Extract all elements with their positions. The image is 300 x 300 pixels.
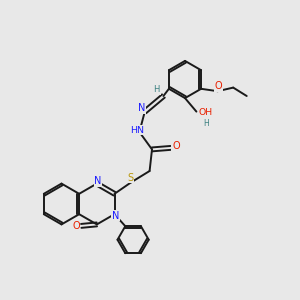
Text: S: S (127, 172, 134, 183)
Text: HN: HN (130, 126, 144, 135)
Text: O: O (214, 81, 222, 91)
Text: OH: OH (199, 108, 213, 117)
Text: O: O (72, 221, 80, 231)
Text: N: N (137, 103, 145, 113)
Text: H: H (154, 85, 160, 94)
Text: O: O (172, 140, 180, 151)
Text: N: N (112, 211, 119, 221)
Text: N: N (94, 176, 102, 186)
Text: H: H (203, 118, 209, 127)
